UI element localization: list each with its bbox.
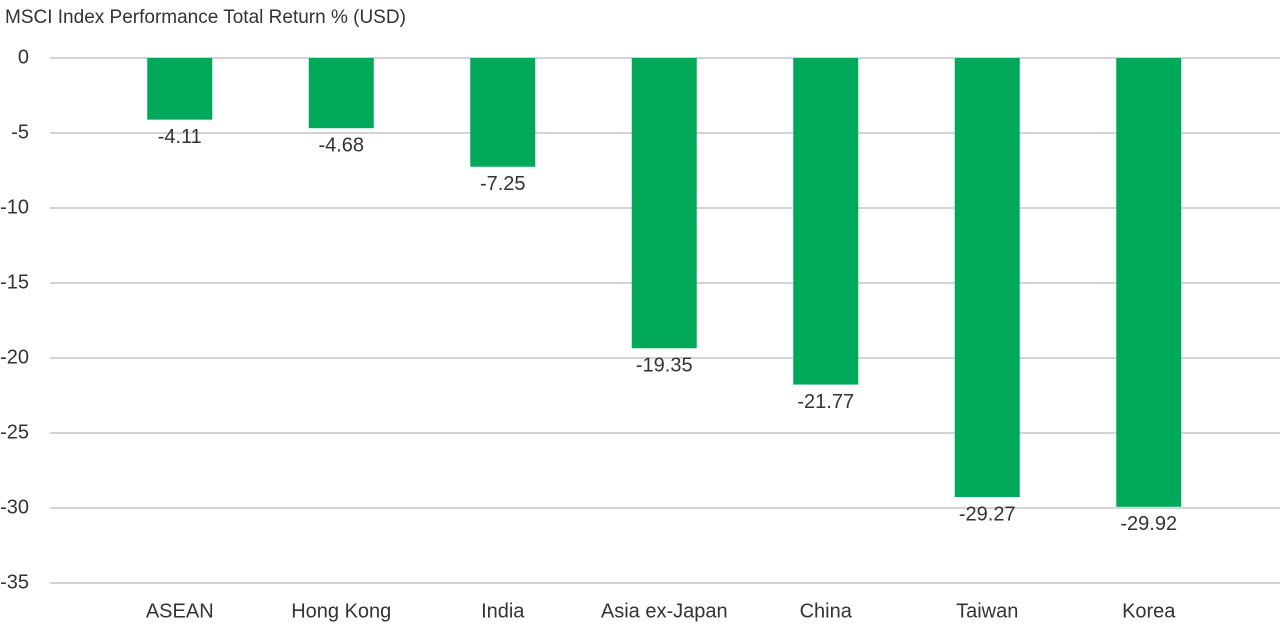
bar <box>793 58 859 385</box>
bar <box>308 58 374 129</box>
value-label: -7.25 <box>480 173 526 195</box>
y-tick-label: -10 <box>0 196 29 218</box>
bar <box>631 58 697 349</box>
chart-title: MSCI Index Performance Total Return % (U… <box>5 7 406 28</box>
value-label: -19.35 <box>636 355 693 377</box>
y-tick-label: -35 <box>0 571 29 593</box>
bar <box>470 58 536 167</box>
value-label: -21.77 <box>797 391 854 413</box>
x-tick-label: Taiwan <box>956 600 1018 622</box>
x-tick-label: China <box>800 600 853 622</box>
x-tick-label: Korea <box>1122 600 1176 622</box>
y-tick-label: -25 <box>0 421 29 443</box>
value-label: -4.68 <box>318 134 364 156</box>
x-tick-label: Asia ex-Japan <box>601 600 728 622</box>
x-tick-label: Hong Kong <box>291 600 391 622</box>
y-tick-label: -15 <box>0 271 29 293</box>
y-tick-label: -5 <box>11 121 29 143</box>
value-label: -4.11 <box>158 126 202 148</box>
y-tick-label: 0 <box>18 46 29 68</box>
bar <box>147 58 213 120</box>
y-tick-label: -20 <box>0 346 29 368</box>
value-label: -29.92 <box>1120 513 1177 535</box>
value-label: -29.27 <box>959 503 1016 525</box>
x-tick-label: ASEAN <box>146 600 214 622</box>
x-tick-label: India <box>481 600 525 622</box>
bar <box>1116 58 1182 507</box>
y-tick-label: -30 <box>0 496 29 518</box>
bar <box>954 58 1020 498</box>
